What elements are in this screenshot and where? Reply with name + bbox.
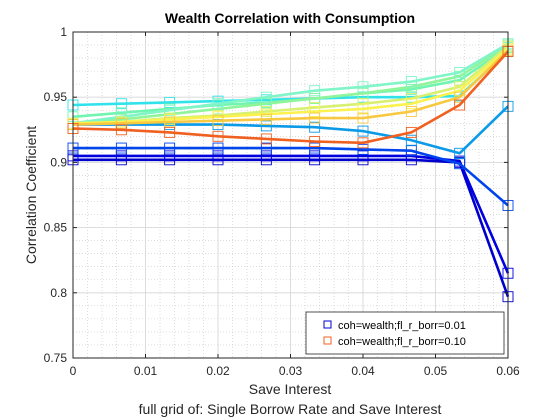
y-tick-label: 0.95	[44, 90, 68, 104]
data-point	[260, 120, 272, 132]
series-line	[72, 48, 509, 125]
series-layer	[67, 38, 514, 303]
data-point	[260, 150, 272, 162]
data-point	[309, 106, 321, 117]
data-point	[164, 126, 176, 138]
x-axis-ticks: 0 0.01 0.02 0.03 0.04 0.05 0.06	[70, 32, 520, 378]
data-point	[357, 112, 369, 124]
data-point	[212, 115, 224, 127]
series-line	[72, 50, 509, 145]
x-tick-label: 0.02	[206, 364, 230, 378]
y-tick-label: 0.9	[50, 155, 67, 169]
data-point	[309, 93, 321, 104]
y-tick-label: 0.85	[44, 221, 68, 235]
y-tick-label: 1	[60, 25, 67, 39]
data-point	[260, 142, 272, 154]
data-point	[357, 103, 369, 115]
data-point	[212, 142, 224, 154]
data-point	[115, 117, 127, 129]
data-point	[164, 142, 176, 154]
series-line	[73, 158, 510, 298]
data-point	[405, 98, 417, 110]
x-tick-label: 0.05	[424, 364, 448, 378]
data-point	[212, 150, 224, 162]
data-point	[454, 99, 466, 111]
data-point	[405, 134, 417, 146]
data-point	[309, 85, 321, 97]
data-point	[357, 81, 369, 93]
series-line	[73, 146, 509, 207]
y-tick-label: 0.75	[44, 351, 68, 365]
series-line	[72, 42, 509, 125]
data-point	[405, 126, 417, 138]
chart-subtitle: full grid of: Single Borrow Rate and Sav…	[139, 401, 442, 417]
data-point	[357, 137, 369, 149]
chart-title: Wealth Correlation with Consumption	[165, 10, 415, 26]
data-point	[357, 125, 369, 137]
legend-marker-1	[323, 320, 332, 329]
x-tick-label: 0.04	[351, 364, 375, 378]
data-point	[164, 150, 176, 162]
y-axis-label: Correlation Coefficient	[23, 126, 39, 264]
data-point	[357, 150, 369, 162]
series-line	[72, 43, 509, 126]
series-line	[72, 49, 509, 126]
series-line	[73, 105, 509, 155]
data-point	[454, 66, 466, 78]
x-tick-label: 0.06	[496, 364, 520, 378]
data-point	[309, 112, 321, 124]
legend-box	[305, 311, 505, 355]
x-axis-label: Save Interest	[249, 381, 332, 397]
data-point	[164, 104, 176, 116]
data-point	[115, 150, 127, 162]
y-axis-ticks: 0.75 0.8 0.85 0.9 0.95 1	[44, 25, 508, 365]
x-tick-label: 0.01	[134, 364, 158, 378]
data-point	[454, 91, 466, 103]
legend: coh=wealth;fl_r_borr=0.01 coh=wealth;fl_…	[305, 311, 505, 355]
data-point	[260, 91, 272, 103]
data-point	[405, 106, 417, 117]
x-tick-label: 0	[70, 364, 77, 378]
x-tick-label: 0.03	[279, 364, 303, 378]
legend-label-2: coh=wealth;fl_r_borr=0.10	[338, 336, 466, 348]
data-point	[212, 98, 224, 110]
data-point	[405, 76, 417, 88]
data-point	[309, 136, 321, 147]
y-tick-label: 0.8	[50, 286, 67, 300]
data-point	[164, 96, 176, 108]
series-12	[67, 46, 514, 149]
data-point	[309, 150, 321, 162]
data-point	[309, 121, 321, 133]
data-point	[212, 130, 224, 142]
data-point	[309, 142, 321, 154]
data-point	[357, 143, 369, 155]
data-point	[260, 133, 272, 145]
legend-marker-2	[323, 336, 332, 345]
legend-label-1: coh=wealth;fl_r_borr=0.01	[338, 320, 466, 332]
data-point	[260, 113, 272, 125]
data-point	[115, 142, 127, 154]
data-point	[454, 147, 466, 159]
data-point	[115, 98, 127, 110]
data-point	[115, 124, 127, 136]
